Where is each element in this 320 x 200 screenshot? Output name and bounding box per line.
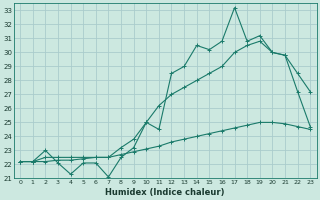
X-axis label: Humidex (Indice chaleur): Humidex (Indice chaleur) <box>106 188 225 197</box>
